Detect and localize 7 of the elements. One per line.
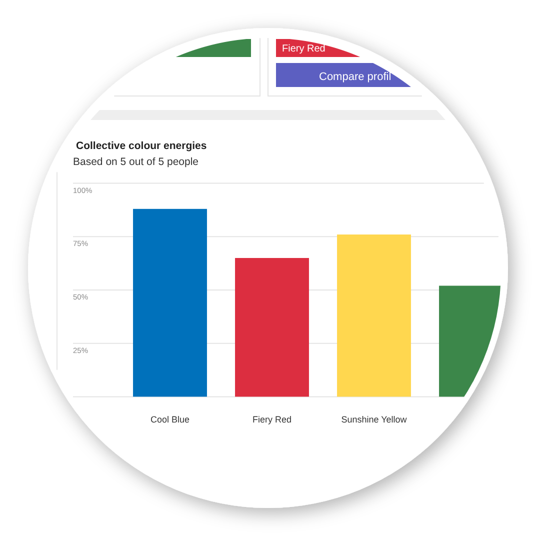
chart-subtitle: Based on 5 out of 5 people [73, 156, 199, 168]
x-tick-label: Cool Blue [150, 414, 190, 424]
compare-button: Compare profil [276, 63, 411, 87]
x-tick-label: Sunshine Yellow [341, 414, 408, 424]
x-tick-label: Fiery Red [252, 414, 292, 424]
chart-title: Collective colour energies [76, 140, 207, 152]
tag-chip: Fiery Red [276, 39, 360, 57]
